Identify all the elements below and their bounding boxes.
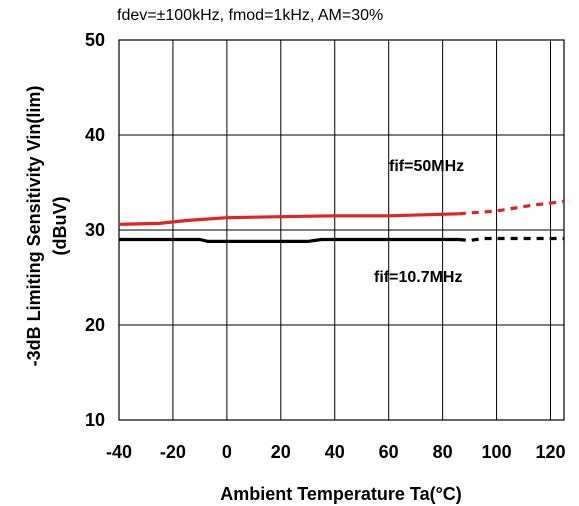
tick-labels: -40 -20 0 20 40 60 80 100 120 10 20 30 40 50 xyxy=(85,30,566,462)
x-tick-label-20: 20 xyxy=(271,442,291,462)
series-line-extrapolated-fif-50mhz xyxy=(458,199,565,216)
x-tick-label-80: 80 xyxy=(433,442,453,462)
series-line-fif-50mhz xyxy=(118,212,459,226)
chart-subtitle: fdev=±100kHz, fmod=1kHz, AM=30% xyxy=(117,7,383,24)
y-tick-label-10: 10 xyxy=(85,410,105,430)
x-tick-label-40: 40 xyxy=(325,442,345,462)
x-tick-label-0: 0 xyxy=(222,442,232,462)
series-group xyxy=(118,199,565,243)
plot-frame xyxy=(118,39,565,421)
x-tick-label-120: 120 xyxy=(535,442,565,462)
y-tick-label-20: 20 xyxy=(85,315,105,335)
x-tick-label--20: -20 xyxy=(160,442,186,462)
y-tick-label-30: 30 xyxy=(85,220,105,240)
x-axis-title: Ambient Temperature Ta(°C) xyxy=(220,484,462,504)
y-axis-title-line2: (dBuV) xyxy=(50,197,70,256)
grid xyxy=(119,40,564,420)
series-line-extrapolated-fif-10-7mhz xyxy=(458,236,564,243)
series-line-fif-10-7mhz xyxy=(119,237,459,243)
y-axis-title-line1: -3dB Limiting Sensitivity Vin(lim) xyxy=(24,86,44,367)
y-tick-label-50: 50 xyxy=(85,30,105,50)
x-tick-label-60: 60 xyxy=(379,442,399,462)
x-tick-label-100: 100 xyxy=(482,442,512,462)
series-label-fif-10-7mhz: fif=10.7MHz xyxy=(374,269,462,286)
series-label-fif-50mhz: fif=50MHz xyxy=(389,158,464,175)
x-tick-label--40: -40 xyxy=(106,442,132,462)
y-tick-label-40: 40 xyxy=(85,125,105,145)
